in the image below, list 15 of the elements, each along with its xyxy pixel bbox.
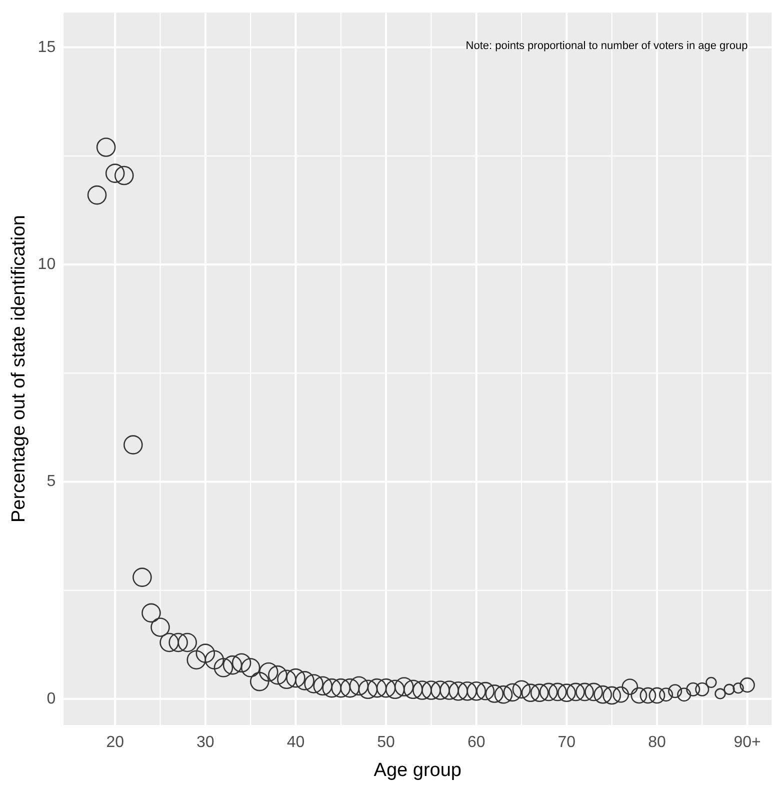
y-tick-label: 5: [46, 473, 56, 490]
y-axis-title: Percentage out of state identification: [8, 215, 30, 522]
x-tick-label: 30: [196, 734, 214, 752]
x-axis-title: Age group: [374, 760, 462, 781]
x-tick-label: 50: [377, 734, 396, 752]
y-tick-label: 15: [38, 38, 56, 56]
x-tick-label: 90+: [734, 734, 761, 752]
y-tick-label: 0: [46, 690, 56, 708]
x-tick-label: 80: [648, 734, 666, 752]
x-tick-label: 70: [558, 734, 576, 752]
x-tick-label: 20: [106, 734, 124, 752]
y-tick-label: 10: [38, 256, 56, 273]
x-tick-label: 40: [286, 734, 305, 752]
x-tick-label: 60: [467, 734, 486, 752]
annotation: Note: points proportional to number of voters in age group: [466, 40, 748, 52]
